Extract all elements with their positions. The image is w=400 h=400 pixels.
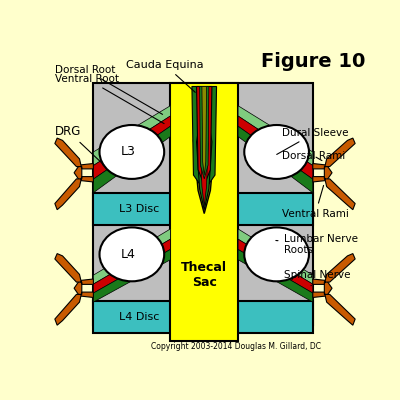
Polygon shape bbox=[93, 116, 170, 179]
Text: Lumbar Nerve
Roots: Lumbar Nerve Roots bbox=[276, 234, 358, 255]
Ellipse shape bbox=[244, 228, 309, 281]
Polygon shape bbox=[93, 229, 170, 284]
Polygon shape bbox=[238, 239, 313, 293]
Polygon shape bbox=[202, 86, 206, 175]
Polygon shape bbox=[238, 126, 313, 193]
Polygon shape bbox=[238, 116, 313, 179]
Polygon shape bbox=[192, 86, 216, 190]
Text: Copyright 2003-2014 Douglas M. Gillard, DC: Copyright 2003-2014 Douglas M. Gillard, … bbox=[151, 342, 321, 351]
Text: Spinal Nerve: Spinal Nerve bbox=[284, 270, 350, 286]
Polygon shape bbox=[93, 250, 170, 302]
Text: Ventral Rami: Ventral Rami bbox=[282, 186, 349, 218]
Bar bbox=[170, 83, 238, 340]
Text: DRG: DRG bbox=[55, 125, 104, 166]
Ellipse shape bbox=[244, 125, 309, 179]
Polygon shape bbox=[200, 86, 209, 179]
Polygon shape bbox=[313, 279, 332, 298]
Text: Dorsal Rami: Dorsal Rami bbox=[282, 151, 345, 161]
Polygon shape bbox=[194, 121, 215, 214]
Text: Dorsal Root: Dorsal Root bbox=[55, 64, 162, 114]
Polygon shape bbox=[93, 239, 170, 293]
Polygon shape bbox=[324, 292, 355, 325]
Polygon shape bbox=[196, 124, 212, 210]
Text: L4 Disc: L4 Disc bbox=[119, 312, 160, 322]
Polygon shape bbox=[74, 279, 93, 298]
Polygon shape bbox=[324, 254, 355, 284]
Bar bbox=[93, 83, 313, 325]
Text: Ventral Root: Ventral Root bbox=[55, 74, 164, 124]
Polygon shape bbox=[55, 292, 82, 325]
Polygon shape bbox=[55, 138, 82, 169]
Polygon shape bbox=[93, 126, 170, 193]
Ellipse shape bbox=[100, 125, 164, 179]
Text: Thecal
Sac: Thecal Sac bbox=[181, 261, 227, 289]
Polygon shape bbox=[324, 138, 355, 169]
Text: L3 Disc: L3 Disc bbox=[120, 204, 160, 214]
Polygon shape bbox=[74, 164, 93, 182]
Polygon shape bbox=[200, 129, 208, 206]
Text: Figure 10: Figure 10 bbox=[261, 52, 365, 71]
Polygon shape bbox=[238, 106, 313, 166]
Text: L3: L3 bbox=[120, 146, 136, 158]
Text: Cauda Equina: Cauda Equina bbox=[126, 60, 204, 92]
Ellipse shape bbox=[100, 228, 164, 281]
Bar bbox=[93, 300, 313, 333]
Polygon shape bbox=[55, 176, 82, 210]
Bar bbox=[93, 193, 313, 225]
Text: Dural Sleeve: Dural Sleeve bbox=[277, 128, 348, 154]
Polygon shape bbox=[238, 250, 313, 302]
Polygon shape bbox=[313, 164, 332, 182]
Text: L4: L4 bbox=[120, 248, 136, 261]
Polygon shape bbox=[324, 176, 355, 210]
Polygon shape bbox=[238, 229, 313, 284]
Polygon shape bbox=[93, 106, 170, 166]
Polygon shape bbox=[55, 254, 82, 284]
Polygon shape bbox=[196, 86, 212, 185]
